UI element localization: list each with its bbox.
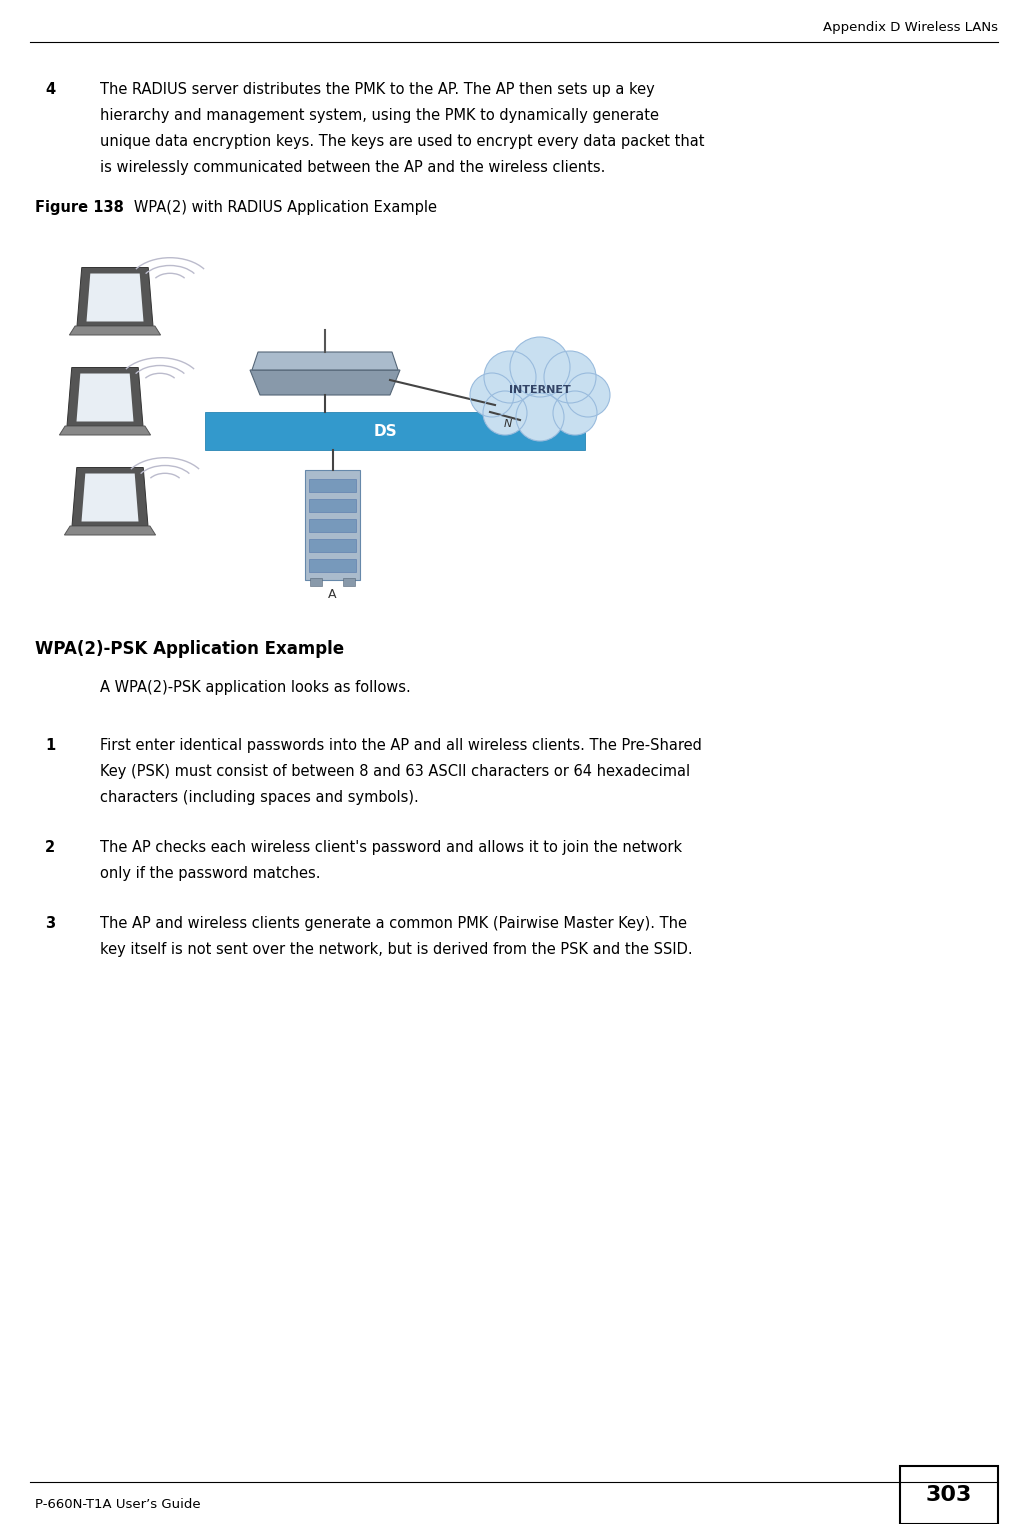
FancyBboxPatch shape [900,1466,998,1524]
Text: A: A [328,587,336,600]
Text: unique data encryption keys. The keys are used to encrypt every data packet that: unique data encryption keys. The keys ar… [100,134,704,149]
Text: WPA(2) with RADIUS Application Example: WPA(2) with RADIUS Application Example [120,200,437,215]
Text: is wirelessly communicated between the AP and the wireless clients.: is wirelessly communicated between the A… [100,160,605,175]
Text: N: N [504,419,512,428]
Text: 3: 3 [45,916,56,931]
Text: key itself is not sent over the network, but is derived from the PSK and the SSI: key itself is not sent over the network,… [100,942,693,957]
Circle shape [510,337,570,396]
Circle shape [516,393,564,440]
Polygon shape [250,370,400,395]
Text: Appendix D Wireless LANs: Appendix D Wireless LANs [823,21,998,35]
Polygon shape [70,326,160,335]
Text: Key (PSK) must consist of between 8 and 63 ASCII characters or 64 hexadecimal: Key (PSK) must consist of between 8 and … [100,764,690,779]
Text: First enter identical passwords into the AP and all wireless clients. The Pre-Sh: First enter identical passwords into the… [100,738,702,753]
Text: only if the password matches.: only if the password matches. [100,866,321,881]
Circle shape [544,351,596,402]
Polygon shape [86,273,144,322]
Polygon shape [81,474,139,521]
Text: A WPA(2)-PSK application looks as follows.: A WPA(2)-PSK application looks as follow… [100,680,411,695]
Text: 303: 303 [926,1484,972,1506]
FancyBboxPatch shape [309,498,356,512]
FancyBboxPatch shape [309,479,356,492]
FancyBboxPatch shape [205,411,585,450]
Text: 2: 2 [45,840,56,855]
Text: 4: 4 [45,82,56,98]
Polygon shape [65,526,155,535]
FancyBboxPatch shape [343,578,355,587]
Text: WPA(2)-PSK Application Example: WPA(2)-PSK Application Example [35,640,344,658]
Text: DS: DS [373,424,397,439]
Text: The RADIUS server distributes the PMK to the AP. The AP then sets up a key: The RADIUS server distributes the PMK to… [100,82,655,98]
FancyBboxPatch shape [309,520,356,532]
Circle shape [484,351,536,402]
Circle shape [470,373,514,418]
Text: P-660N-T1A User’s Guide: P-660N-T1A User’s Guide [35,1498,200,1512]
FancyBboxPatch shape [309,559,356,572]
Text: The AP and wireless clients generate a common PMK (Pairwise Master Key). The: The AP and wireless clients generate a c… [100,916,687,931]
Text: INTERNET: INTERNET [509,386,571,395]
FancyBboxPatch shape [310,578,322,587]
Polygon shape [60,427,150,434]
Circle shape [483,392,527,434]
Polygon shape [67,367,143,427]
Circle shape [566,373,610,418]
FancyBboxPatch shape [305,469,360,581]
Polygon shape [77,268,153,326]
Polygon shape [252,352,398,370]
Text: The AP checks each wireless client's password and allows it to join the network: The AP checks each wireless client's pas… [100,840,683,855]
Circle shape [553,392,597,434]
Polygon shape [76,373,134,422]
Text: characters (including spaces and symbols).: characters (including spaces and symbols… [100,789,418,805]
Text: 1: 1 [45,738,56,753]
Text: Figure 138: Figure 138 [35,200,124,215]
Text: hierarchy and management system, using the PMK to dynamically generate: hierarchy and management system, using t… [100,108,659,123]
FancyBboxPatch shape [309,539,356,552]
Polygon shape [72,468,148,526]
